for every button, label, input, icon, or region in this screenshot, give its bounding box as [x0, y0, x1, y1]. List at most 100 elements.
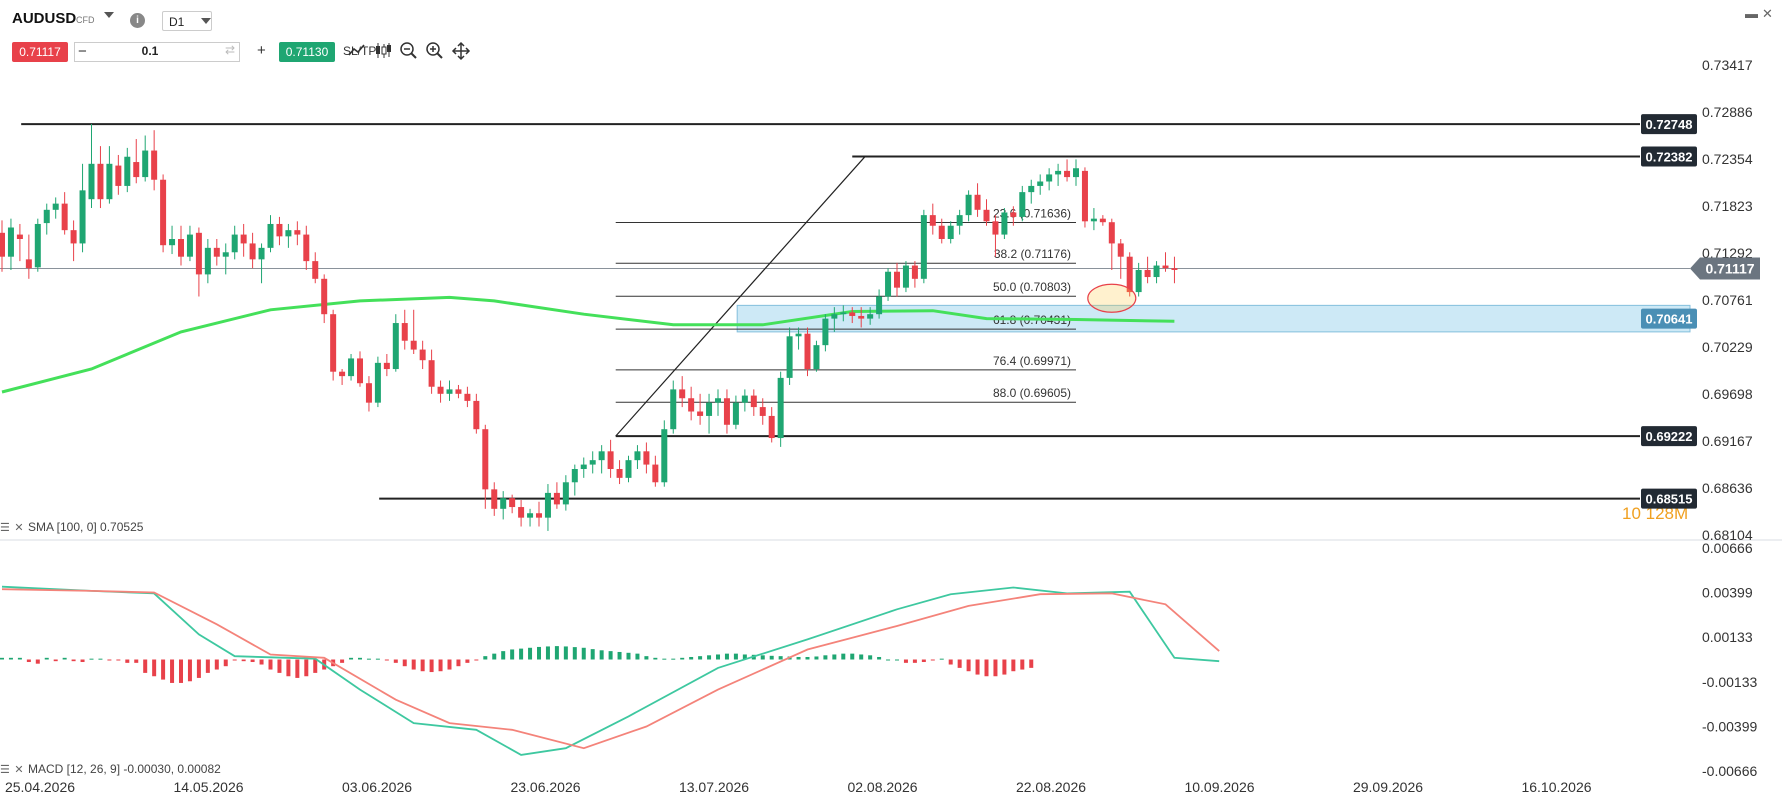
macd-signal-line [1, 588, 1220, 750]
macd-histogram-bar [393, 659, 398, 663]
candle-body [222, 252, 229, 257]
candle-body [1171, 268, 1178, 270]
macd-histogram-bar [733, 653, 738, 660]
candle-body [840, 312, 847, 315]
timeframe-select[interactable]: D1 [162, 11, 212, 31]
candle-body [634, 451, 641, 461]
candle-body [34, 223, 41, 268]
macd-histogram-bar [984, 659, 989, 677]
candle-body [759, 407, 766, 416]
remove-indicator-icon[interactable]: ✕ [14, 764, 24, 776]
candle-body [1090, 218, 1097, 222]
candle-body [688, 398, 695, 412]
price-axis-tick: 0.70229 [1702, 339, 1753, 355]
macd-histogram-bar [17, 657, 22, 660]
macd-histogram-bar [716, 654, 720, 660]
close-icon[interactable]: ✕ [1762, 6, 1773, 21]
candle-body [437, 386, 444, 394]
macd-histogram-bar [402, 659, 407, 667]
macd-histogram-bar [152, 659, 157, 677]
macd-histogram-bar [1020, 659, 1025, 670]
macd-histogram-bar [698, 656, 703, 660]
level-price-label: 0.69222 [1646, 429, 1693, 444]
symbol-name[interactable]: AUDUSD [12, 10, 77, 27]
macd-histogram-bar [886, 659, 891, 661]
quantity-value[interactable]: 0.1 [141, 44, 159, 58]
date-axis-tick: 14.05.2026 [173, 779, 243, 795]
instrument-type: CFD [76, 15, 95, 25]
macd-histogram-bar [8, 657, 13, 660]
macd-axis-tick: -0.00133 [1702, 674, 1757, 690]
info-icon[interactable]: i [130, 13, 145, 28]
fib-level-label: 88.0 (0.69605) [993, 386, 1071, 400]
candle-body [580, 464, 587, 470]
macd-histogram-bar [53, 659, 58, 662]
macd-histogram-bar [250, 659, 255, 663]
candle-body [142, 150, 149, 178]
macd-histogram-bar [438, 659, 443, 672]
remove-indicator-icon[interactable]: ✕ [14, 522, 24, 534]
zoom-out-icon[interactable] [398, 40, 420, 62]
sell-button[interactable]: 0.71117 [12, 42, 68, 62]
zoom-in-icon[interactable] [424, 40, 446, 62]
macd-histogram-bar [241, 659, 246, 662]
macd-histogram-bar [805, 656, 810, 660]
candle-body [1126, 256, 1133, 293]
macd-indicator-legend[interactable]: ☰ ✕ MACD [12, 26, 9] -0.00030, 0.00082 [0, 760, 221, 778]
candles-icon[interactable] [372, 40, 394, 62]
candle-body [249, 243, 256, 260]
candle-body [365, 383, 372, 403]
candle-body [929, 215, 936, 226]
macd-axis-tick: -0.00666 [1702, 763, 1757, 779]
candle-body [876, 296, 883, 315]
candle-body [52, 203, 59, 210]
sma-indicator-legend[interactable]: ☰ ✕ SMA [100, 0] 0.70525 [0, 518, 143, 536]
candle-body [312, 261, 319, 279]
candle-body [607, 451, 614, 470]
date-axis-tick: 23.06.2026 [510, 779, 580, 795]
settings-icon[interactable]: ☰ [0, 764, 10, 776]
move-icon[interactable] [450, 40, 472, 62]
candle-body [867, 314, 874, 319]
quantity-decrement-button[interactable]: − [78, 43, 87, 60]
candle-body [768, 415, 775, 439]
macd-histogram-bar [375, 658, 380, 660]
candle-body [1046, 174, 1053, 182]
swap-icon[interactable]: ⇄ [225, 43, 236, 57]
fib-level-label: 50.0 (0.70803) [993, 280, 1071, 294]
candle-body [1028, 185, 1035, 193]
candle-body [706, 402, 713, 416]
macd-histogram-bar [474, 659, 479, 661]
candle-body [786, 336, 793, 378]
macd-histogram-bar [179, 659, 183, 683]
candle-body [795, 333, 802, 337]
level-price-label: 0.72748 [1646, 117, 1693, 132]
level-price-label-bg [1641, 146, 1697, 167]
date-axis-tick: 02.08.2026 [847, 779, 917, 795]
macd-histogram-bar [1011, 659, 1016, 672]
level-price-label-bg [1641, 426, 1697, 447]
settings-icon[interactable]: ☰ [0, 522, 10, 534]
candle-body [509, 498, 516, 508]
line-chart-icon[interactable] [346, 40, 368, 62]
buy-button[interactable]: 0.71130 [279, 42, 335, 62]
candle-body [956, 215, 963, 226]
candle-body [88, 163, 95, 200]
macd-histogram-bar [626, 652, 631, 660]
macd-histogram-bar [617, 651, 622, 660]
candle-body [965, 194, 972, 216]
candle-body [858, 315, 865, 319]
macd-histogram-bar [214, 659, 219, 670]
date-axis-tick: 16.10.2026 [1521, 779, 1591, 795]
macd-histogram-bar [143, 659, 148, 673]
minimize-icon[interactable]: ▬ [1745, 6, 1758, 21]
macd-histogram-bar [912, 659, 917, 663]
price-axis-tick: 0.73417 [1702, 57, 1753, 73]
macd-histogram-bar [304, 659, 309, 677]
chevron-down-icon[interactable] [104, 12, 114, 18]
quantity-stepper[interactable] [74, 42, 240, 62]
macd-histogram-bar [590, 649, 595, 660]
macd-axis-tick: 0.00666 [1702, 540, 1753, 556]
quantity-increment-button[interactable]: + [257, 42, 266, 59]
